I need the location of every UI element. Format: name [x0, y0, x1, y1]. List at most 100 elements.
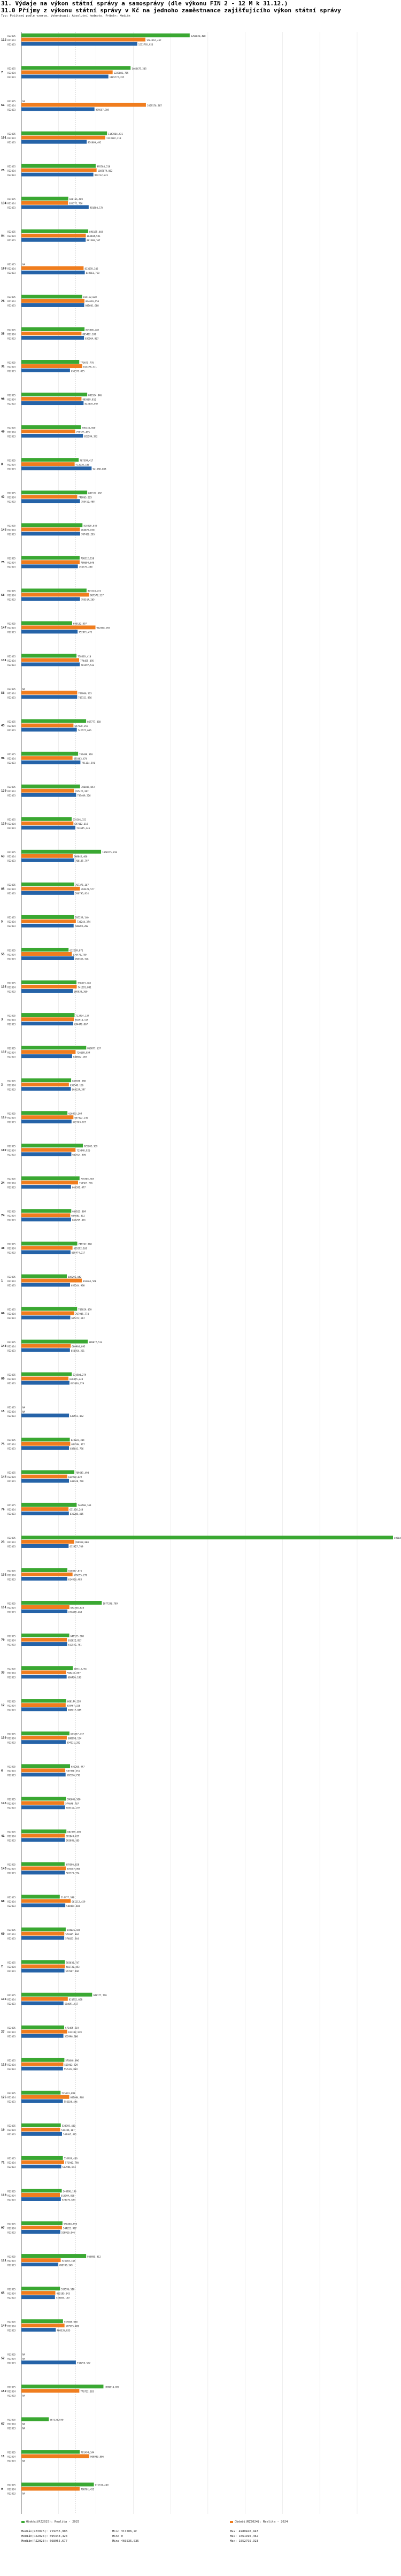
- group-label: 11: [1, 2455, 5, 2458]
- bar-RZ2025: [21, 1764, 71, 1768]
- bar-value-label: 540996,196: [63, 2190, 76, 2192]
- bar-value-label: 685292,169: [74, 1247, 88, 1250]
- bar-value-label: 581049,627: [66, 1835, 80, 1838]
- bar-value-label: 1223081,765: [114, 72, 129, 74]
- bar-RZ2025: [21, 2450, 80, 2454]
- bar-RZ2023: [21, 1054, 72, 1059]
- bar-RZ2024: [21, 135, 105, 140]
- bar-RZ2024: [21, 1017, 74, 1022]
- bar-RZ2023: [21, 1217, 71, 1222]
- series-tick-label: RZ2025: [7, 688, 16, 691]
- bar-RZ2023: [21, 858, 74, 862]
- bar-RZ2023: [21, 1185, 71, 1189]
- bar-RZ2024: [21, 462, 75, 466]
- series-tick-label: RZ2025: [7, 525, 16, 527]
- bar-RZ2025: [21, 2385, 104, 2389]
- bar-value-label: NA: [22, 2423, 26, 2426]
- series-tick-label: RZ2024: [7, 300, 16, 303]
- bar-value-label: NA: [22, 2395, 26, 2397]
- series-tick-label: RZ2023: [7, 1937, 16, 1940]
- series-tick-label: RZ2024: [7, 1574, 16, 1576]
- bar-value-label: 752971,475: [79, 631, 92, 634]
- bar-value-label: 889077,514: [89, 1341, 103, 1344]
- bar-RZ2023: [21, 140, 87, 144]
- series-tick-label: RZ2023: [7, 925, 16, 927]
- series-tick-label: RZ2025: [7, 1243, 16, 1246]
- series-tick-label: RZ2024: [7, 463, 16, 466]
- group-label: 2: [1, 1965, 3, 1968]
- series-tick-label: RZ2023: [7, 1643, 16, 1646]
- bar-value-label: 775675,776: [80, 361, 94, 364]
- series-tick-label: RZ2024: [7, 496, 16, 499]
- series-tick-label: RZ2023: [7, 2035, 16, 2038]
- bar-value-label: 833678,342: [84, 267, 98, 270]
- legend-label-2025: Obdobi(RZ2025): Realita - 2025: [26, 2520, 80, 2524]
- median-2025: Medián(RZ2025): 719235,906: [21, 2530, 68, 2533]
- group-label: 58: [1, 594, 5, 597]
- bar-value-label: 562996,080: [65, 2035, 79, 2038]
- group-label: 135: [1, 986, 6, 989]
- series-tick-label: RZ2025: [7, 982, 16, 984]
- bar-value-label: 674504,279: [73, 1374, 87, 1376]
- bar-value-label: 544223,997: [63, 2227, 77, 2229]
- group-label: 63: [1, 855, 5, 858]
- series-tick-label: RZ2023: [7, 1055, 16, 1058]
- bar-value-label: 557698,050: [64, 2320, 78, 2323]
- bar-value-label: NA: [22, 263, 26, 266]
- series-tick-label: RZ2023: [7, 729, 16, 732]
- bar-value-label: 964712,073: [95, 174, 109, 177]
- bar-RZ2025: [21, 1437, 70, 1442]
- bar-value-label: 612552,781: [68, 1643, 82, 1646]
- bar-value-label: 995584,218: [97, 165, 111, 168]
- bar-RZ2024: [21, 886, 80, 891]
- bar-value-label: 571942,790: [65, 2161, 79, 2164]
- bar-value-label: 632927,709: [70, 1545, 83, 1548]
- series-tick-label: RZ2025: [7, 1667, 16, 1670]
- bar-RZ2023: [21, 1381, 70, 1385]
- bar-value-label: 515904,820: [61, 2194, 75, 2197]
- series-tick-label: RZ2025: [7, 851, 16, 854]
- bar-value-label: 863484,591: [87, 235, 101, 237]
- series-tick-label: RZ2024: [7, 39, 16, 42]
- bar-value-label: 544405,441: [63, 2133, 77, 2136]
- series-tick-label: RZ2025: [7, 1374, 16, 1376]
- bar-RZ2025: [21, 1992, 92, 1997]
- series-tick-label: RZ2023: [7, 1121, 16, 1124]
- bar-value-label: 1661916,462: [146, 39, 161, 42]
- bar-value-label: 550488,859: [64, 2222, 78, 2225]
- group-label: 125: [1, 2096, 6, 2099]
- series-tick-label: RZ2024: [7, 529, 16, 532]
- bar-value-label: 666295,401: [72, 1219, 86, 1222]
- bar-value-label: 756776,490: [79, 566, 93, 569]
- bar-value-label: 652344,900: [71, 1284, 85, 1287]
- group-label: 52: [1, 2357, 5, 2360]
- bar-value-label: 785514,265: [81, 599, 95, 601]
- series-tick-label: RZ2023: [7, 1905, 16, 1907]
- bar-value-label: 774455,495: [80, 660, 94, 662]
- series-tick-label: RZ2024: [7, 1345, 16, 1348]
- bar-value-label: 805569,810: [82, 398, 96, 401]
- series-tick-label: RZ2025: [7, 2027, 16, 2029]
- bar-value-label: 707376,167: [75, 884, 89, 886]
- group-label: 80: [1, 1377, 5, 1381]
- group-label: 9: [1, 2488, 3, 2491]
- bar-RZ2024: [21, 788, 74, 793]
- bar-RZ2025: [21, 1731, 70, 1736]
- group-label: 75: [1, 1443, 5, 1446]
- bar-RZ2023: [21, 2328, 56, 2332]
- bar-RZ2025: [21, 1470, 75, 1474]
- group-label: 132: [1, 1573, 6, 1576]
- bar-value-label: 557323,039: [64, 2068, 78, 2071]
- series-tick-label: RZ2025: [7, 2353, 16, 2356]
- bar-value-label: 574640,767: [65, 1803, 79, 1805]
- bar-value-label: 680132,897: [73, 623, 87, 625]
- bar-RZ2025: [21, 1829, 67, 1834]
- group-label: 6: [1, 1769, 3, 1773]
- bar-value-label: 747029,459: [78, 1308, 92, 1311]
- bar-value-label: 796336,500: [82, 426, 96, 429]
- bar-value-label: 882122,682: [88, 492, 102, 495]
- bar-RZ2023: [21, 1250, 71, 1254]
- bar-RZ2024: [21, 1703, 66, 1707]
- group-label: 130: [1, 1737, 6, 1740]
